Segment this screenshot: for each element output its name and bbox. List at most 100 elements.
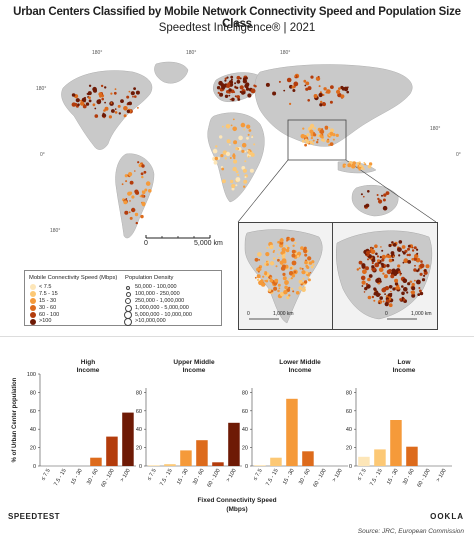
urban-center-dot bbox=[376, 259, 380, 263]
urban-center-dot bbox=[212, 148, 218, 154]
urban-center-dot bbox=[419, 291, 424, 296]
y-tick-label: 20 bbox=[242, 446, 248, 452]
india-inset-map: 0 1,000 km bbox=[238, 222, 334, 330]
urban-center-dot bbox=[94, 114, 99, 118]
world-map bbox=[61, 61, 436, 239]
urban-center-dot bbox=[134, 170, 136, 172]
urban-center-dot bbox=[330, 85, 334, 89]
urban-center-dot bbox=[363, 291, 366, 293]
urban-center-dot bbox=[302, 127, 305, 130]
urban-center-dot bbox=[232, 118, 235, 121]
urban-center-dot bbox=[230, 75, 234, 79]
urban-center-dot bbox=[401, 285, 404, 288]
urban-center-dot bbox=[141, 201, 146, 206]
urban-center-dot bbox=[298, 279, 303, 284]
urban-center-dot bbox=[141, 190, 144, 193]
urban-center-dot bbox=[380, 262, 384, 266]
china-inset-map: 0 1,000 km bbox=[332, 222, 438, 330]
urban-center-dot bbox=[416, 252, 419, 255]
urban-center-dot bbox=[129, 180, 134, 185]
urban-center-dot bbox=[301, 267, 304, 270]
urban-center-dot bbox=[242, 168, 247, 173]
urban-center-dot bbox=[390, 290, 392, 293]
urban-center-dot bbox=[123, 106, 128, 111]
inset-scale-end: 1,000 km bbox=[273, 311, 294, 317]
urban-center-dot bbox=[80, 99, 83, 102]
urban-center-dot bbox=[411, 282, 415, 287]
population-legend-item: >10,000,000 bbox=[135, 318, 166, 324]
population-dot-3 bbox=[125, 298, 131, 304]
urban-center-dot bbox=[269, 278, 274, 283]
x-tick-label: 60 - 100 bbox=[100, 468, 115, 488]
x-tick-label: 60 - 100 bbox=[312, 468, 327, 488]
bar-0-5 bbox=[122, 412, 134, 466]
urban-center-dot bbox=[262, 275, 265, 278]
urban-center-dot bbox=[362, 269, 367, 275]
urban-center-dot bbox=[93, 88, 97, 93]
urban-center-dot bbox=[421, 278, 426, 282]
urban-center-dot bbox=[137, 107, 139, 109]
urban-center-dot bbox=[317, 75, 320, 78]
urban-center-dot bbox=[275, 265, 278, 268]
urban-center-dot bbox=[232, 153, 235, 156]
y-tick-label: 60 bbox=[346, 409, 352, 415]
urban-center-dot bbox=[238, 135, 243, 141]
urban-center-dot bbox=[283, 290, 288, 295]
population-legend-item: 250,000 - 1,000,000 bbox=[135, 298, 185, 304]
urban-center-dot bbox=[111, 109, 115, 113]
y-tick-label: 40 bbox=[136, 427, 142, 433]
urban-center-dot bbox=[358, 260, 363, 265]
urban-center-dot bbox=[247, 133, 250, 136]
urban-center-dot bbox=[351, 163, 356, 169]
urban-center-dot bbox=[401, 296, 404, 300]
speed-legend-item: >100 bbox=[39, 318, 52, 324]
x-tick-label: 30 - 60 bbox=[86, 468, 100, 486]
urban-center-dot bbox=[309, 271, 312, 274]
urban-center-dot bbox=[385, 254, 390, 258]
urban-center-dot bbox=[213, 160, 218, 165]
urban-center-dot bbox=[384, 293, 386, 295]
urban-center-dot bbox=[329, 100, 333, 104]
urban-center-dot bbox=[129, 200, 131, 202]
urban-center-dot bbox=[381, 194, 383, 197]
urban-center-dot bbox=[278, 256, 280, 259]
urban-center-dot bbox=[224, 157, 227, 160]
urban-center-dot bbox=[307, 256, 312, 261]
urban-center-dot bbox=[254, 257, 259, 262]
y-tick-label: 0 bbox=[245, 464, 248, 470]
urban-center-dot bbox=[281, 258, 287, 263]
urban-center-dot bbox=[237, 147, 242, 151]
urban-center-dot bbox=[110, 102, 113, 104]
urban-center-dot bbox=[237, 173, 240, 177]
urban-center-dot bbox=[254, 276, 257, 279]
urban-center-dot bbox=[304, 138, 308, 142]
urban-center-dot bbox=[394, 282, 399, 286]
urban-center-dot bbox=[254, 85, 257, 88]
urban-center-dot bbox=[407, 282, 411, 286]
bar-1-0 bbox=[148, 465, 160, 466]
bar-1-4 bbox=[212, 462, 224, 466]
urban-center-dot bbox=[114, 111, 118, 114]
urban-center-dot bbox=[71, 93, 76, 97]
urban-center-dot bbox=[234, 82, 237, 85]
urban-center-dot bbox=[94, 107, 97, 110]
urban-center-dot bbox=[320, 100, 323, 104]
ookla-logo: OOKLA bbox=[430, 512, 464, 521]
x-tick-label: 15 - 30 bbox=[70, 468, 84, 486]
urban-center-dot bbox=[323, 87, 327, 91]
urban-center-dot bbox=[286, 296, 290, 300]
urban-center-dot bbox=[322, 94, 325, 96]
urban-center-dot bbox=[285, 283, 287, 285]
urban-center-dot bbox=[228, 94, 231, 97]
urban-center-dot bbox=[381, 254, 386, 260]
urban-center-dot bbox=[310, 133, 315, 137]
urban-center-dot bbox=[221, 85, 226, 90]
urban-center-dot bbox=[118, 112, 122, 115]
x-tick-label: 7.5 - 15 bbox=[159, 468, 174, 487]
urban-center-dot bbox=[329, 142, 334, 146]
urban-center-dot bbox=[125, 198, 128, 200]
urban-center-dot bbox=[374, 244, 378, 248]
bar-3-3 bbox=[406, 446, 418, 466]
bar-0-3 bbox=[90, 457, 102, 466]
bar-3-2 bbox=[390, 420, 402, 466]
